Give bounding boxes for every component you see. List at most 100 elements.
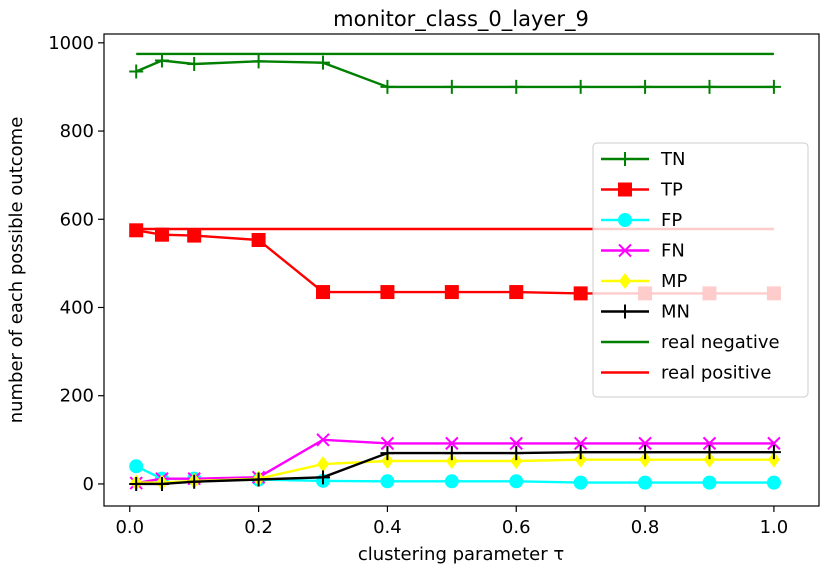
data-point	[444, 79, 459, 94]
data-point	[380, 285, 395, 300]
series-line	[135, 438, 774, 485]
data-point	[445, 453, 458, 470]
legend-label: real negative	[661, 332, 780, 353]
legend-label: TN	[660, 149, 685, 170]
data-point	[129, 476, 144, 491]
data-point	[573, 79, 588, 94]
data-point	[251, 233, 266, 248]
legend-marker	[619, 273, 631, 289]
y-tick-label: 400	[60, 297, 94, 318]
x-tick-label: 1.0	[760, 517, 789, 538]
data-point	[445, 436, 459, 451]
data-point	[316, 55, 331, 70]
data-point	[444, 285, 459, 300]
data-point	[509, 474, 524, 489]
legend-item-mn: MN	[601, 302, 690, 323]
data-point	[766, 79, 781, 94]
data-point	[638, 475, 653, 490]
data-point	[766, 445, 781, 460]
y-tick-label: 800	[60, 121, 94, 142]
legend-marker	[618, 304, 632, 319]
data-point	[573, 445, 588, 460]
y-tick-label: 600	[60, 209, 94, 230]
data-point	[703, 451, 716, 468]
data-point	[154, 53, 169, 68]
data-point	[381, 453, 394, 470]
data-point	[702, 475, 717, 490]
legend-marker	[618, 213, 632, 227]
data-point	[702, 445, 717, 460]
y-tick-label: 200	[60, 386, 94, 407]
data-point	[573, 286, 588, 301]
x-tick-label: 0.2	[244, 517, 273, 538]
legend-item-real-positive: real positive	[601, 363, 771, 384]
data-point	[702, 79, 717, 94]
x-tick-label: 0.8	[631, 517, 660, 538]
data-point	[444, 446, 459, 461]
legend-item-real-negative: real negative	[601, 332, 780, 353]
legend-label: MP	[661, 271, 688, 292]
legend-item-fp: FP	[601, 210, 682, 231]
series-line	[135, 59, 774, 89]
data-point	[767, 451, 780, 468]
data-point	[509, 436, 523, 451]
legend-marker	[618, 243, 632, 258]
legend: TN TP FP FN MP MN real negative real positive	[592, 142, 809, 398]
legend-item-mp: MP	[601, 271, 688, 292]
legend-marker	[618, 152, 632, 166]
data-point	[509, 446, 524, 461]
data-point	[509, 79, 524, 94]
data-point	[767, 436, 781, 451]
legend-item-tp: TP	[601, 180, 683, 201]
chart-title: monitor_class_0_layer_9	[333, 7, 589, 32]
y-axis-label: number of each possible outcome	[6, 117, 27, 424]
data-point	[380, 79, 395, 94]
data-point	[380, 446, 395, 461]
data-point	[187, 56, 202, 71]
x-tick-label: 0.4	[373, 517, 402, 538]
data-point	[187, 474, 202, 489]
data-point	[154, 227, 169, 242]
data-point	[129, 223, 144, 238]
legend-label: FN	[661, 241, 685, 262]
legend-label: FP	[661, 210, 682, 231]
series-mn	[129, 445, 781, 491]
data-point	[638, 445, 653, 460]
data-point	[380, 436, 395, 451]
data-point	[316, 470, 331, 485]
data-point	[766, 475, 781, 490]
data-point	[573, 475, 588, 490]
data-point	[574, 451, 587, 468]
data-point	[573, 436, 588, 451]
data-point	[639, 451, 652, 468]
data-point	[444, 474, 459, 489]
x-tick-label: 0.0	[115, 517, 144, 538]
data-point	[187, 228, 202, 243]
data-point	[317, 456, 330, 473]
data-point	[510, 453, 523, 470]
legend-item-tn: TN	[601, 149, 685, 170]
series-tn	[129, 53, 781, 94]
data-point	[251, 54, 266, 69]
data-point	[702, 436, 717, 451]
legend-box	[592, 142, 809, 398]
plot-frame	[103, 33, 820, 507]
data-point	[251, 472, 266, 487]
data-point	[316, 433, 330, 447]
x-tick-label: 0.6	[502, 517, 531, 538]
y-tick-label: 0	[83, 474, 94, 495]
legend-marker	[618, 182, 632, 197]
y-axis: 0 200 400 600 800 1000	[48, 33, 104, 495]
legend-label: TP	[660, 180, 683, 201]
data-point	[129, 64, 144, 79]
legend-item-fn: FN	[601, 241, 685, 262]
legend-label: MN	[661, 302, 690, 323]
y-tick-label: 1000	[48, 33, 94, 54]
legend-label: real positive	[661, 363, 771, 384]
plot-area	[129, 52, 781, 491]
data-point	[638, 79, 653, 94]
x-axis-label: clustering parameter τ	[358, 544, 564, 565]
data-point	[380, 474, 395, 489]
data-point	[638, 436, 652, 451]
